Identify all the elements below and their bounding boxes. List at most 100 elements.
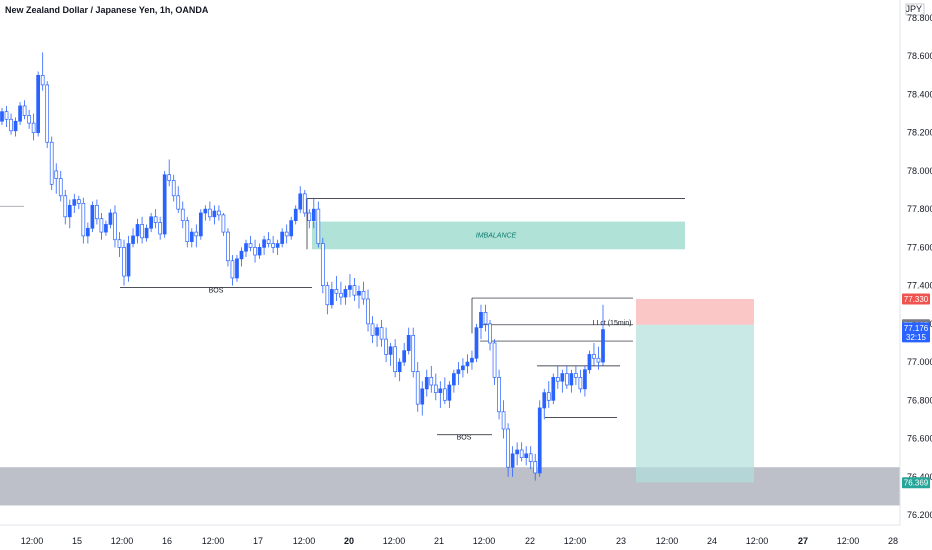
candle	[320, 237, 325, 294]
candle-body-up	[72, 199, 77, 206]
candle-body-up	[420, 388, 425, 405]
candle-body-down	[185, 220, 190, 242]
candle	[519, 442, 524, 462]
candle-body-down	[302, 193, 307, 214]
candle-body-up	[135, 224, 140, 237]
candle	[325, 281, 330, 315]
x-tick-label: 12:00	[837, 536, 860, 546]
candle-body-up	[601, 329, 605, 363]
candle-body-down	[180, 208, 185, 221]
candle	[555, 365, 560, 389]
candle-body-up	[470, 357, 474, 363]
candle-body-up	[397, 361, 402, 372]
x-tick-label: 12:00	[746, 536, 769, 546]
time-axis[interactable]: 12:00 15 12:00 16 12:00 17 12:00 20 12:00 21 12:00…	[0, 524, 900, 546]
candle	[126, 235, 131, 282]
candle-body-down	[176, 195, 181, 210]
candle	[474, 323, 479, 363]
candle	[235, 255, 239, 282]
candle-body-down	[519, 449, 524, 459]
candle-body-up	[424, 377, 429, 390]
candle	[442, 377, 447, 405]
candle-body-up	[104, 224, 108, 233]
candle	[289, 216, 294, 240]
candle-body-up	[479, 312, 483, 329]
candle	[316, 201, 321, 248]
candle-body-up	[402, 350, 407, 363]
candle-body-down	[167, 174, 172, 181]
candle-body-up	[357, 291, 361, 296]
candle-body-down	[153, 216, 158, 223]
candle-body-down	[113, 212, 117, 241]
candle-body-up	[537, 407, 542, 474]
x-tick-label: 12:00	[202, 536, 225, 546]
candle	[122, 239, 126, 286]
price-tag	[902, 322, 930, 343]
candle-body-up	[583, 369, 587, 390]
candle-body-down	[488, 323, 492, 344]
candle-body-down	[49, 141, 54, 185]
candle-body-down	[253, 247, 257, 256]
candle	[470, 350, 474, 370]
candle	[533, 453, 538, 481]
candle	[397, 358, 402, 382]
candle	[49, 136, 54, 191]
candle-body-down	[429, 377, 434, 386]
candle	[27, 109, 31, 129]
candle-body-up	[510, 453, 515, 468]
candle-body-up	[515, 449, 519, 455]
candle-body-down	[171, 180, 176, 197]
candle	[45, 81, 50, 148]
price-tag-label: 76.369	[904, 479, 929, 488]
candle	[420, 381, 425, 416]
candle-body-up	[162, 174, 167, 235]
candle	[171, 174, 176, 202]
y-tick-label: 76.400	[907, 472, 932, 482]
candle-body-up	[36, 74, 41, 134]
candle-body-down	[140, 224, 144, 239]
candle-body-up	[126, 243, 131, 277]
candle	[406, 327, 411, 355]
candle-body-up	[18, 105, 22, 122]
candle	[366, 289, 370, 332]
candle-body-down	[307, 212, 312, 221]
candle-body-up	[131, 235, 135, 244]
candle-body-up	[524, 453, 529, 459]
x-tick-label: 12:00	[473, 536, 496, 546]
candle	[244, 239, 248, 257]
candle	[131, 228, 135, 248]
candle	[18, 102, 22, 126]
candle	[393, 339, 397, 378]
candle-body-up	[203, 208, 208, 214]
candle	[36, 71, 41, 137]
imbalance-zone	[312, 221, 685, 250]
candle-body-up	[244, 243, 248, 252]
candle-body-down	[230, 260, 235, 279]
candle-body-up	[452, 373, 456, 386]
candle	[194, 224, 199, 248]
candle	[492, 339, 497, 386]
candle-body-down	[339, 292, 343, 298]
candle	[158, 216, 163, 240]
candle	[90, 201, 95, 233]
candle	[189, 228, 194, 248]
candle	[203, 205, 208, 221]
candle	[515, 442, 519, 466]
candle	[334, 276, 339, 301]
candle-body-up	[456, 369, 461, 374]
candle-body-down	[217, 210, 221, 216]
x-tick-label: 28	[888, 536, 898, 546]
candle-body-up	[149, 216, 153, 229]
candle-body-up	[542, 392, 547, 409]
candle	[429, 365, 434, 393]
candle-body-down	[411, 334, 416, 372]
candle-body-down	[95, 204, 99, 220]
candle	[4, 105, 9, 127]
candle-body-down	[226, 231, 230, 262]
candle-body-up	[144, 227, 149, 239]
y-tick-label: 78.200	[907, 128, 932, 138]
candle	[140, 216, 144, 244]
